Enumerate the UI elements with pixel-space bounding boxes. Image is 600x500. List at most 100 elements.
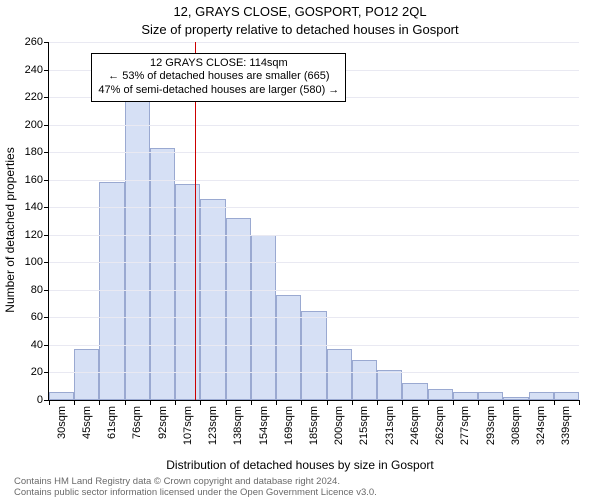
y-tick-mark [44, 125, 49, 126]
x-tick-mark [428, 400, 429, 405]
x-tick-label: 200sqm [333, 406, 345, 445]
histogram-bar [478, 392, 503, 400]
x-tick-label: 30sqm [56, 406, 68, 439]
histogram-bar [428, 389, 453, 400]
x-tick-mark [402, 400, 403, 405]
y-tick-label: 0 [37, 394, 43, 406]
chart-title-sub: Size of property relative to detached ho… [0, 22, 600, 37]
chart-title-main: 12, GRAYS CLOSE, GOSPORT, PO12 2QL [0, 4, 600, 19]
x-tick-label: 324sqm [535, 406, 547, 445]
y-tick-label: 260 [25, 36, 43, 48]
footnote-line-2: Contains public sector information licen… [14, 488, 377, 498]
y-tick-mark [44, 372, 49, 373]
gridline [49, 125, 579, 126]
gridline [49, 42, 579, 43]
plot-area: 02040608010012014016018020022024026030sq… [48, 42, 579, 401]
y-tick-mark [44, 207, 49, 208]
y-tick-mark [44, 235, 49, 236]
x-tick-mark [99, 400, 100, 405]
x-tick-label: 92sqm [157, 406, 169, 439]
x-tick-mark [327, 400, 328, 405]
histogram-bar [402, 383, 427, 400]
y-tick-mark [44, 42, 49, 43]
y-tick-mark [44, 290, 49, 291]
x-tick-mark [276, 400, 277, 405]
x-tick-mark [49, 400, 50, 405]
histogram-bar [276, 295, 301, 400]
footnote: Contains HM Land Registry data © Crown c… [14, 477, 377, 498]
x-tick-label: 45sqm [81, 406, 93, 439]
histogram-bar [150, 148, 175, 400]
x-tick-label: 262sqm [434, 406, 446, 445]
annotation-box: 12 GRAYS CLOSE: 114sqm← 53% of detached … [91, 53, 346, 102]
annotation-line: 47% of semi-detached houses are larger (… [98, 84, 339, 98]
x-tick-label: 154sqm [258, 406, 270, 445]
x-tick-label: 308sqm [510, 406, 522, 445]
gridline [49, 262, 579, 263]
x-tick-label: 185sqm [308, 406, 320, 445]
y-tick-label: 200 [25, 119, 43, 131]
histogram-bar [327, 349, 352, 400]
gridline [49, 152, 579, 153]
x-tick-mark [301, 400, 302, 405]
y-tick-label: 140 [25, 201, 43, 213]
histogram-bar [74, 349, 99, 400]
x-tick-mark [150, 400, 151, 405]
y-tick-label: 40 [31, 339, 43, 351]
x-tick-mark [554, 400, 555, 405]
x-tick-mark [579, 400, 580, 405]
gridline [49, 317, 579, 318]
x-tick-mark [251, 400, 252, 405]
y-tick-mark [44, 262, 49, 263]
x-tick-mark [352, 400, 353, 405]
histogram-bar [352, 360, 377, 400]
histogram-bar [200, 199, 225, 400]
y-tick-mark [44, 317, 49, 318]
x-tick-mark [529, 400, 530, 405]
y-tick-mark [44, 97, 49, 98]
histogram-bar [301, 311, 326, 401]
x-tick-mark [478, 400, 479, 405]
y-tick-label: 100 [25, 256, 43, 268]
y-tick-mark [44, 180, 49, 181]
x-tick-mark [125, 400, 126, 405]
y-tick-label: 220 [25, 91, 43, 103]
x-tick-label: 293sqm [485, 406, 497, 445]
y-tick-label: 180 [25, 146, 43, 158]
histogram-bar [125, 100, 150, 400]
footnote-line-1: Contains HM Land Registry data © Crown c… [14, 477, 377, 487]
y-tick-label: 80 [31, 284, 43, 296]
y-tick-label: 120 [25, 229, 43, 241]
y-axis-label: Number of detached properties [3, 147, 17, 312]
x-tick-label: 277sqm [459, 406, 471, 445]
histogram-bar [503, 397, 528, 400]
y-tick-mark [44, 152, 49, 153]
x-tick-mark [377, 400, 378, 405]
x-axis-label: Distribution of detached houses by size … [166, 458, 433, 472]
annotation-line: 12 GRAYS CLOSE: 114sqm [98, 57, 339, 71]
x-tick-mark [226, 400, 227, 405]
gridline [49, 290, 579, 291]
x-tick-label: 339sqm [560, 406, 572, 445]
gridline [49, 180, 579, 181]
y-tick-label: 240 [25, 64, 43, 76]
x-tick-mark [453, 400, 454, 405]
x-tick-label: 169sqm [283, 406, 295, 445]
x-tick-mark [503, 400, 504, 405]
x-tick-mark [175, 400, 176, 405]
histogram-bar [554, 392, 579, 400]
gridline [49, 372, 579, 373]
y-tick-label: 160 [25, 174, 43, 186]
histogram-bar [175, 184, 200, 400]
gridline [49, 235, 579, 236]
histogram-bar [99, 182, 124, 400]
histogram-bar [377, 370, 402, 400]
x-tick-mark [200, 400, 201, 405]
gridline [49, 345, 579, 346]
y-tick-label: 60 [31, 311, 43, 323]
y-tick-mark [44, 345, 49, 346]
x-tick-label: 76sqm [131, 406, 143, 439]
x-tick-label: 107sqm [182, 406, 194, 445]
x-tick-label: 231sqm [384, 406, 396, 445]
x-tick-label: 123sqm [207, 406, 219, 445]
